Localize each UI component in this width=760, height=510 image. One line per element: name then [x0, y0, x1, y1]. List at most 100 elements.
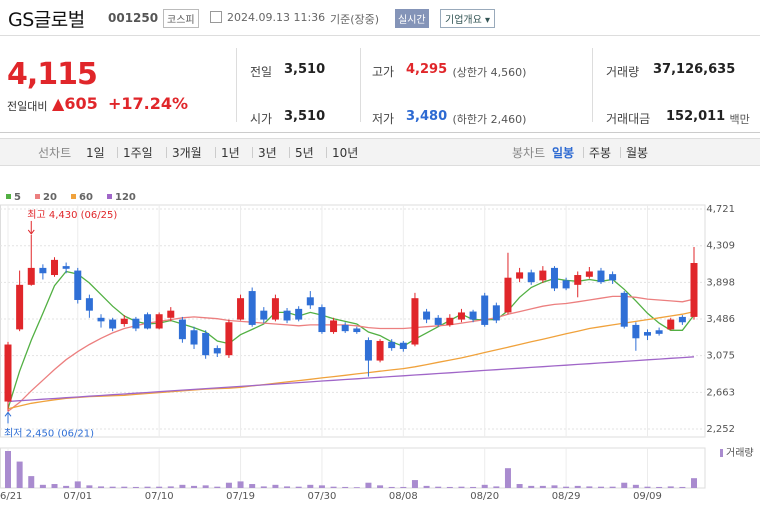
tab[interactable]: 1주일 — [123, 146, 153, 160]
x-tick-label: 08/08 — [389, 491, 418, 502]
tab-separator — [252, 147, 253, 158]
market-badge: 코스피 — [163, 9, 199, 28]
volume-bar — [98, 486, 105, 488]
candle-body — [85, 298, 93, 311]
volume-bar — [504, 468, 511, 488]
candle-body — [237, 298, 245, 320]
candle-body — [643, 332, 651, 336]
x-tick-label: 09/09 — [633, 491, 662, 502]
candle-body — [469, 311, 477, 320]
volume-bar — [365, 482, 372, 488]
change-label: 전일대비 — [7, 100, 48, 113]
volume-legend-swatch — [720, 449, 723, 457]
volume-bar — [563, 486, 570, 488]
change: ▲605 — [52, 94, 98, 113]
candle-body — [225, 322, 233, 356]
x-tick-label: 07/10 — [145, 491, 174, 502]
volume-bar — [656, 486, 663, 488]
candle-body — [202, 332, 210, 356]
volume-bar — [237, 481, 244, 488]
candle-body — [306, 297, 314, 306]
candle-body — [574, 275, 582, 285]
x-tick-label: 06/21 — [0, 491, 22, 502]
candle-body — [27, 267, 35, 285]
candle-body — [213, 348, 221, 354]
x-tick-label: 08/29 — [552, 491, 581, 502]
tab-group-label: 봉차트 — [512, 146, 546, 160]
volume-bar — [307, 484, 314, 488]
candle-body — [655, 330, 663, 334]
volume-bar — [295, 486, 302, 488]
volume-bar — [446, 486, 453, 488]
separator — [592, 48, 593, 122]
volume-bar — [586, 486, 593, 488]
stat-value: 152,011 — [666, 109, 726, 124]
volume-bar — [28, 476, 35, 488]
calendar-icon — [210, 11, 222, 23]
tab[interactable]: 1일 — [86, 146, 105, 160]
volume-bar — [470, 486, 477, 488]
volume-bar — [156, 486, 163, 488]
volume-bar — [191, 485, 198, 488]
stock-name: GS글로벌 — [8, 9, 85, 31]
candle-body — [120, 318, 128, 325]
header-bar — [0, 0, 760, 36]
stat-label: 저가 — [372, 112, 395, 126]
candle-body — [271, 298, 279, 320]
candle-body — [516, 272, 524, 279]
x-tick-label: 07/19 — [226, 491, 255, 502]
volume-bar — [51, 484, 58, 488]
candle-body — [690, 263, 698, 317]
tab[interactable]: 3개월 — [172, 146, 202, 160]
volume-frame — [0, 447, 706, 489]
tab[interactable]: 3년 — [258, 146, 277, 160]
candle-body — [411, 298, 419, 345]
volume-bar — [284, 486, 291, 488]
volume-bar — [249, 484, 256, 488]
realtime-button[interactable]: 실시간 — [395, 9, 429, 28]
ma-line — [7, 310, 695, 410]
volume-bar — [388, 486, 395, 488]
tab[interactable]: 10년 — [332, 146, 359, 160]
tab[interactable]: 월봉 — [626, 146, 649, 160]
candle-body — [330, 320, 338, 333]
volume-bar — [435, 486, 442, 488]
candle-body — [109, 319, 117, 329]
stat-value: 4,295 — [406, 62, 448, 77]
candle-body — [178, 319, 186, 340]
tab[interactable]: 1년 — [221, 146, 240, 160]
tab-separator — [166, 147, 167, 158]
volume-bar — [481, 484, 488, 488]
stat-label: 거래량 — [606, 65, 640, 79]
company-dropdown[interactable]: 기업개요 ▾ — [440, 9, 496, 28]
volume-bar — [551, 485, 558, 488]
candle-body — [353, 328, 361, 333]
tab[interactable]: 일봉 — [552, 146, 575, 160]
candle-body — [562, 280, 570, 289]
volume-bar — [528, 485, 535, 488]
legend-label: 120 — [115, 192, 136, 203]
stat-extra: 백만 — [729, 113, 750, 126]
datetime: 2024.09.13 11:36 — [227, 11, 326, 24]
candle-body — [423, 311, 431, 320]
volume-bar — [597, 486, 604, 488]
tab[interactable]: 5년 — [295, 146, 314, 160]
tab[interactable]: 주봉 — [589, 146, 612, 160]
candle-body — [16, 284, 24, 330]
volume-bar — [609, 486, 616, 488]
candle-body — [248, 291, 256, 325]
candle-body — [678, 316, 686, 323]
stat-label: 고가 — [372, 65, 395, 79]
volume-bar — [458, 486, 465, 488]
candle-body — [167, 310, 175, 318]
y-tick-label: 3,075 — [706, 351, 735, 362]
tab-separator — [117, 147, 118, 158]
x-tick-label: 07/30 — [308, 491, 337, 502]
candle-body — [155, 314, 163, 329]
candle-body — [39, 267, 47, 274]
volume-bar — [144, 486, 151, 488]
volume-bar — [272, 484, 279, 488]
candle-body — [609, 274, 617, 281]
volume-bar — [74, 481, 81, 488]
volume-legend-label: 거래량 — [726, 447, 754, 459]
